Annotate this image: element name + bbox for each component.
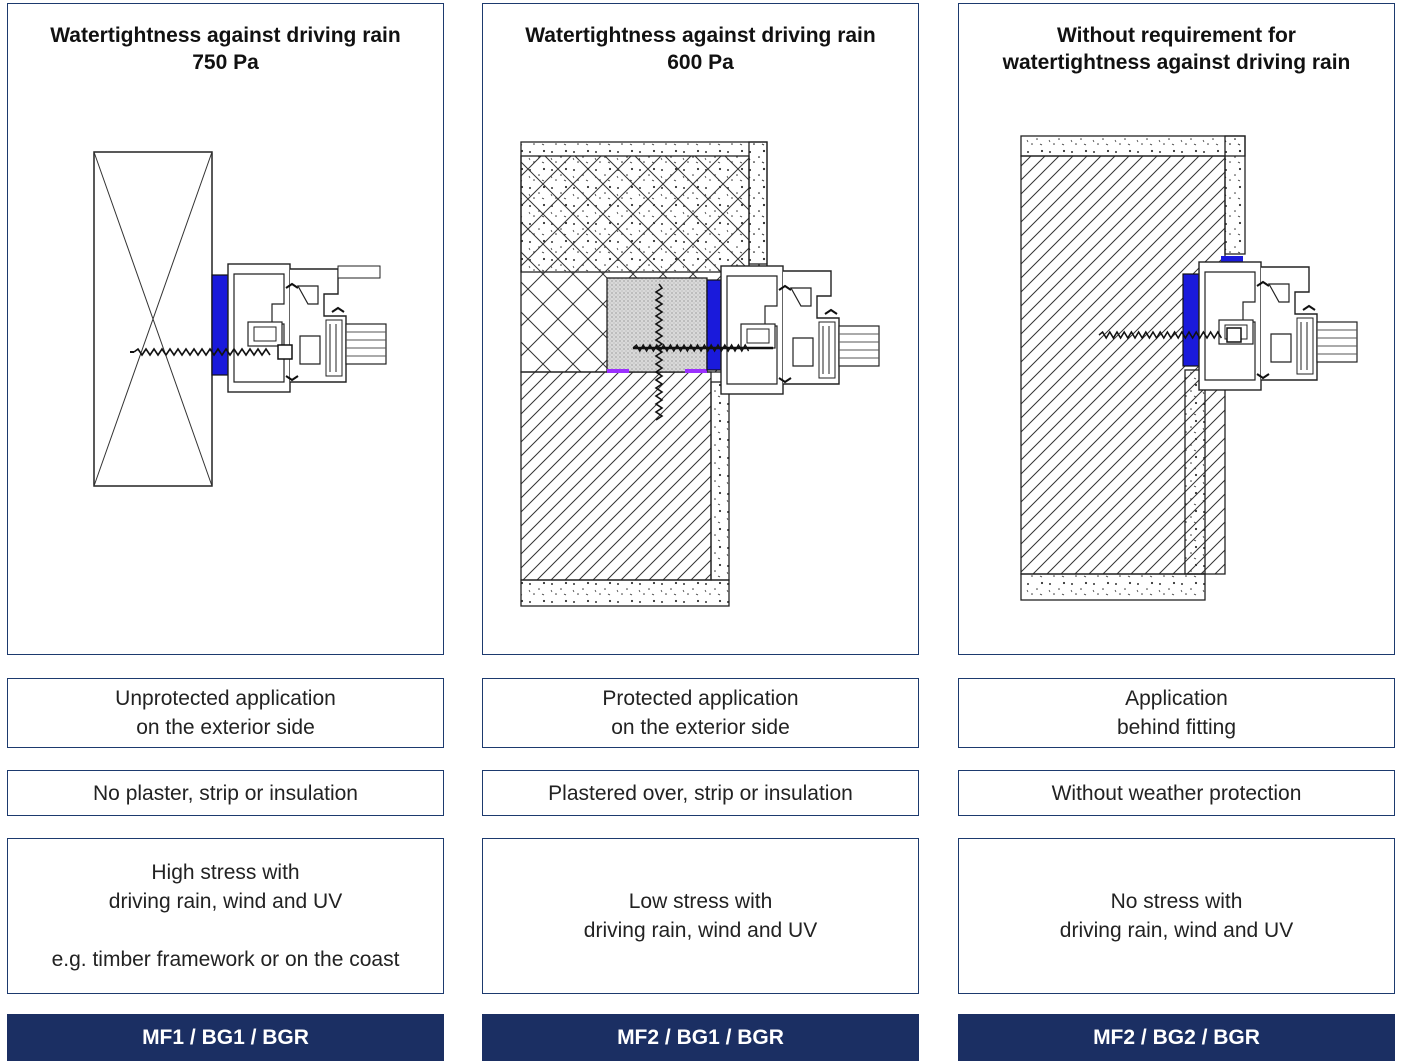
timber-section-drawing	[93, 151, 387, 487]
column-1-title: Watertightness against driving rain 750 …	[8, 22, 443, 76]
sealing-tape	[1182, 273, 1200, 367]
window-profile-icon	[1198, 261, 1358, 391]
application-line: on the exterior side	[136, 716, 315, 739]
finish-box: No plaster, strip or insulation	[7, 770, 444, 816]
window-profile-icon	[720, 265, 880, 395]
column-2-panel: Watertightness against driving rain 600 …	[482, 3, 919, 655]
column-3-panel: Without requirement for watertightness a…	[958, 3, 1395, 655]
stress-box: Low stress with driving rain, wind and U…	[482, 838, 919, 994]
application-line: Application	[1125, 687, 1228, 710]
finish-text: Without weather protection	[1051, 781, 1302, 805]
application-line: on the exterior side	[611, 716, 790, 739]
screw-icon	[130, 344, 293, 360]
stress-line: High stress with	[151, 861, 300, 884]
stress-line: driving rain, wind and UV	[583, 919, 818, 942]
screw-icon	[1098, 327, 1242, 343]
stress-line: No stress with	[1110, 890, 1243, 913]
column-3-title: Without requirement for watertightness a…	[959, 22, 1394, 76]
stress-line: e.g. timber framework or on the coast	[51, 948, 400, 971]
sealing-tape	[706, 279, 722, 371]
application-line: behind fitting	[1116, 716, 1237, 739]
classification-code: MF2 / BG1 / BGR	[482, 1014, 919, 1061]
application-box: Application behind fitting	[958, 678, 1395, 748]
finish-box: Plastered over, strip or insulation	[482, 770, 919, 816]
stress-line: Low stress with	[628, 890, 773, 913]
masonry-wall-drawing	[1020, 135, 1358, 601]
insulated-wall-drawing	[520, 141, 880, 607]
sealing-tape	[211, 274, 229, 376]
title-line: watertightness against driving rain	[1002, 51, 1351, 74]
classification-code: MF1 / BG1 / BGR	[7, 1014, 444, 1061]
finish-box: Without weather protection	[958, 770, 1395, 816]
finish-text: Plastered over, strip or insulation	[548, 781, 853, 805]
title-line: 600 Pa	[667, 51, 734, 74]
stress-line: driving rain, wind and UV	[108, 890, 343, 913]
title-line: Watertightness against driving rain	[50, 24, 401, 47]
title-line: Watertightness against driving rain	[525, 24, 876, 47]
window-profile-icon	[227, 263, 387, 393]
application-box: Unprotected application on the exterior …	[7, 678, 444, 748]
finish-text: No plaster, strip or insulation	[93, 781, 358, 805]
stress-box: No stress with driving rain, wind and UV	[958, 838, 1395, 994]
column-1-panel: Watertightness against driving rain 750 …	[7, 3, 444, 655]
stress-line: driving rain, wind and UV	[1059, 919, 1294, 942]
title-line: Without requirement for	[1057, 24, 1296, 47]
application-line: Unprotected application	[115, 687, 336, 710]
classification-code: MF2 / BG2 / BGR	[958, 1014, 1395, 1061]
column-2-title: Watertightness against driving rain 600 …	[483, 22, 918, 76]
application-box: Protected application on the exterior si…	[482, 678, 919, 748]
application-line: Protected application	[602, 687, 799, 710]
stress-box: High stress with driving rain, wind and …	[7, 838, 444, 994]
title-line: 750 Pa	[192, 51, 259, 74]
